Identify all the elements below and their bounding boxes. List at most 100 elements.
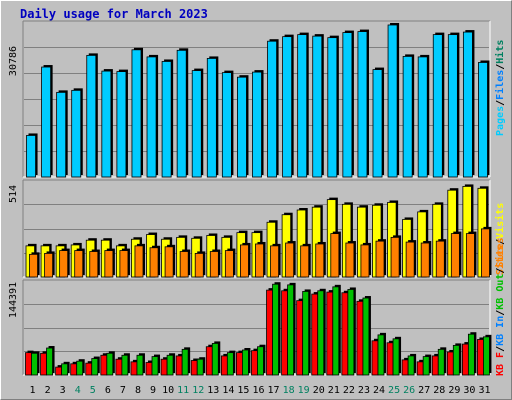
pages-bar: [282, 36, 293, 178]
sites-bar: [300, 245, 310, 278]
x-tick-label: 28: [433, 385, 445, 396]
sites-bar: [375, 240, 385, 278]
kb-out-bar: [31, 352, 38, 376]
sites-bar: [360, 244, 370, 278]
sites-bar: [194, 253, 204, 278]
axis-max-label-0: 30786: [8, 46, 19, 76]
x-tick-label: 7: [120, 385, 126, 396]
x-tick-label: 11: [177, 385, 189, 396]
pages-bar: [176, 49, 187, 178]
x-tick-label: 17: [268, 385, 280, 396]
kb-f-bar: [356, 300, 364, 376]
pages-bar: [327, 37, 338, 178]
x-tick-label: 15: [237, 385, 249, 396]
kb-out-bar: [362, 297, 370, 376]
sites-bar: [134, 245, 144, 278]
legend-1-part: /: [495, 239, 506, 245]
x-tick-label: 27: [418, 385, 430, 396]
kb-f-bar: [431, 355, 439, 376]
sites-bar: [330, 233, 340, 278]
kb-f-bar: [326, 291, 334, 376]
kb-f-bar: [251, 350, 258, 376]
pages-bar: [297, 34, 308, 178]
sites-bar: [285, 242, 295, 278]
kb-out-bar: [317, 290, 325, 376]
x-tick-label: 21: [328, 385, 340, 396]
sites-bar: [255, 243, 264, 278]
kb-out-bar: [347, 289, 355, 376]
kb-f-bar: [341, 292, 349, 376]
kb-f-bar: [296, 300, 304, 376]
kb-f-bar: [311, 293, 319, 376]
legend-2: KB F/KB In/KB Out/Sites: [494, 237, 506, 376]
kb-out-bar: [242, 349, 249, 376]
kb-out-bar: [407, 355, 415, 376]
kb-out-bar: [136, 354, 144, 376]
x-tick-label: 25: [388, 385, 400, 396]
kb-f-bar: [461, 343, 469, 376]
x-tick-label: 9: [150, 385, 156, 396]
sites-bar: [405, 241, 415, 278]
pages-bar: [387, 24, 398, 178]
x-tick-label: 8: [135, 385, 141, 396]
legend-2-part: Sites: [494, 237, 506, 267]
x-tick-label: 22: [343, 385, 355, 396]
legend-2-part: KB In: [495, 316, 506, 346]
kb-out-bar: [181, 348, 189, 376]
sites-bar: [450, 233, 460, 278]
kb-f-bar: [446, 351, 454, 376]
sites-bar: [465, 233, 475, 278]
sites-bar: [420, 242, 430, 278]
kb-out-bar: [272, 283, 279, 376]
kb-f-bar: [100, 354, 108, 376]
kb-f-bar: [190, 360, 198, 376]
x-tick-label: 5: [90, 385, 96, 396]
kb-f-bar: [205, 346, 213, 376]
kb-f-bar: [477, 339, 484, 376]
kb-f-bar: [85, 362, 93, 376]
pages-bar: [116, 71, 127, 178]
x-tick-label: 19: [298, 385, 310, 396]
x-tick-label: 16: [252, 385, 264, 396]
kb-f-bar: [371, 340, 379, 376]
x-tick-label: 12: [192, 385, 204, 396]
kb-out-bar: [76, 360, 84, 376]
pages-bar: [402, 55, 413, 178]
pages-bar: [312, 35, 323, 178]
sites-bar: [315, 243, 325, 278]
legend-0-part: Pages: [495, 106, 506, 136]
pages-bar: [447, 34, 458, 178]
sites-bar: [390, 236, 400, 278]
kb-out-bar: [467, 333, 475, 376]
kb-out-bar: [392, 338, 400, 376]
kb-f-bar: [416, 361, 424, 376]
pages-bar: [417, 56, 428, 178]
x-tick-label: 31: [478, 385, 490, 396]
chart-title: Daily usage for March 2023: [20, 7, 208, 21]
pages-bar: [267, 40, 277, 178]
pages-bar: [478, 62, 488, 178]
kb-f-bar: [25, 352, 32, 376]
legend-0-part: Hits: [494, 40, 506, 64]
x-tick-label: 30: [463, 385, 475, 396]
x-tick-label: 4: [75, 385, 81, 396]
kb-out-bar: [437, 348, 445, 376]
sites-bar: [179, 251, 189, 278]
legend-2-part: KB F: [495, 352, 506, 376]
axis-max-label-1: 514: [8, 185, 19, 203]
sites-bar: [119, 250, 129, 278]
kb-out-bar: [422, 356, 430, 376]
kb-out-bar: [257, 346, 264, 376]
sites-bar: [240, 244, 249, 278]
legend-1-part: Visits: [494, 203, 506, 239]
legend-1-part: Sites: [494, 245, 506, 275]
kb-out-bar: [226, 352, 234, 376]
pages-bar: [191, 70, 202, 178]
x-tick-label: 29: [448, 385, 460, 396]
pages-bar: [206, 58, 217, 178]
x-tick-label: 23: [358, 385, 370, 396]
sites-bar: [29, 253, 38, 278]
x-tick-label: 2: [45, 385, 51, 396]
x-tick-label: 26: [403, 385, 415, 396]
legend-0-part: Files: [494, 70, 506, 100]
